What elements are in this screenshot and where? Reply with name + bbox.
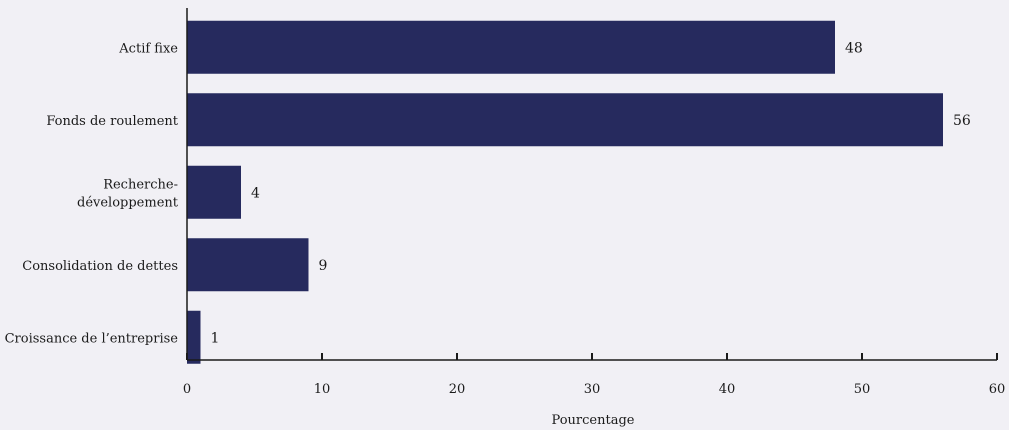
bar-value-label-1: 56 bbox=[953, 113, 971, 129]
bar-value-label-2: 4 bbox=[251, 185, 260, 201]
bar-4 bbox=[187, 311, 201, 364]
bars-group: 48 Actif fixe 56 Fonds de roulement 4 Recherc… bbox=[5, 21, 971, 364]
x-axis-title: Pourcentage bbox=[552, 413, 635, 428]
category-label-4: Croissance de l’entreprise bbox=[5, 331, 179, 346]
bar-value-label-3: 9 bbox=[319, 258, 328, 274]
x-tick-label-2: 20 bbox=[449, 382, 466, 397]
category-label-0: Actif fixe bbox=[118, 41, 178, 56]
category-label-1: Fonds de roulement bbox=[46, 114, 178, 129]
bar-2 bbox=[187, 166, 241, 219]
category-label-3: Consolidation de dettes bbox=[22, 259, 178, 274]
bar-0 bbox=[187, 21, 835, 74]
x-tick-label-4: 40 bbox=[719, 382, 736, 397]
x-tick-label-0: 0 bbox=[183, 382, 191, 397]
bar-value-label-4: 1 bbox=[211, 330, 220, 346]
bar-value-label-0: 48 bbox=[845, 40, 863, 56]
bar-3 bbox=[187, 238, 309, 291]
x-tick-label-1: 10 bbox=[314, 382, 331, 397]
x-tick-label-6: 60 bbox=[989, 382, 1006, 397]
bar-1 bbox=[187, 93, 943, 146]
x-tick-label-5: 50 bbox=[854, 382, 871, 397]
x-tick-label-3: 30 bbox=[584, 382, 601, 397]
category-label-2: Recherche-développement bbox=[77, 177, 179, 210]
